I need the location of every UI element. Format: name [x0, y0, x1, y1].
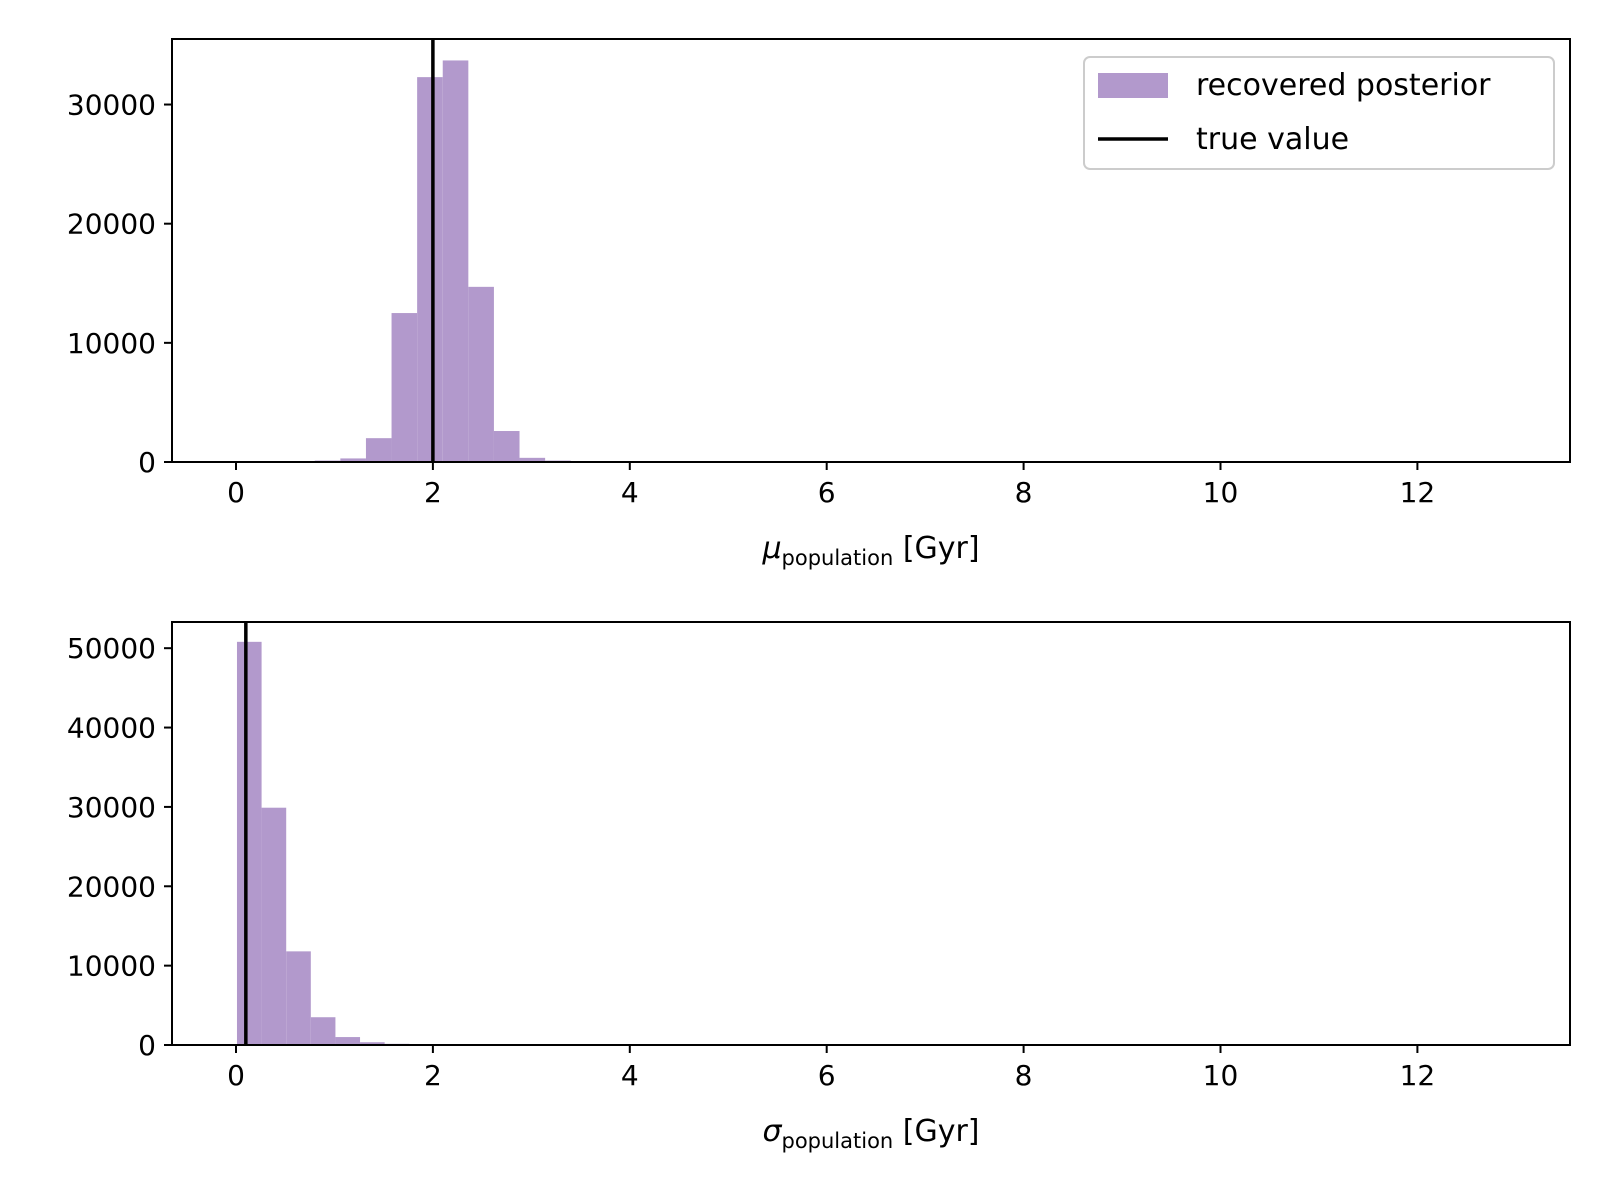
y-tick-label: 10000	[67, 950, 156, 983]
y-tick-label: 20000	[67, 870, 156, 903]
x-tick-label: 6	[818, 1059, 836, 1092]
histogram-bars	[236, 641, 434, 1045]
y-tick-label: 10000	[67, 327, 156, 360]
histogram-bar	[391, 313, 418, 462]
y-tick-label: 30000	[67, 89, 156, 122]
histogram-bar	[360, 1042, 385, 1045]
histogram-bar	[335, 1037, 361, 1045]
x-tick-label: 4	[621, 1059, 639, 1092]
x-tick-label: 4	[621, 476, 639, 509]
x-axis-label-symbol: μ	[761, 531, 781, 566]
x-tick-label: 8	[1015, 1059, 1033, 1092]
x-tick-label: 8	[1015, 476, 1033, 509]
histogram-bar	[442, 60, 469, 463]
x-axis-label: μpopulation [Gyr]	[761, 531, 979, 570]
legend-label: true value	[1196, 122, 1349, 157]
axes-frame	[171, 621, 1571, 1046]
bottom-panel: 0 2 4 6 8 10 12 0 10000 20000 30000 40000 50000 σpopu…	[67, 621, 1571, 1153]
x-axis-ticks: 0 2 4 6 8 10 12	[227, 1045, 1435, 1092]
top-panel: 0 2 4 6 8 10 12 0 10000 20000 30000 μpopulation [Gy…	[67, 38, 1571, 570]
histogram-bar	[261, 807, 287, 1045]
histogram-bars	[237, 60, 597, 463]
histogram-bar	[519, 457, 546, 462]
y-axis-ticks: 0 10000 20000 30000 40000 50000	[67, 632, 172, 1062]
x-tick-label: 10	[1203, 1059, 1239, 1092]
y-tick-label: 20000	[67, 208, 156, 241]
x-axis-label-symbol: σ	[762, 1114, 782, 1149]
x-tick-label: 12	[1400, 1059, 1436, 1092]
x-axis-label-subscript: population	[782, 546, 894, 570]
histogram-bar	[236, 641, 262, 1045]
histogram-bar	[468, 286, 494, 462]
histogram-bar	[365, 438, 392, 462]
x-tick-label: 0	[227, 1059, 245, 1092]
x-tick-label: 0	[227, 476, 245, 509]
axes-frame	[171, 38, 1571, 463]
legend: recovered posterior true value	[1083, 56, 1555, 170]
y-tick-label: 0	[138, 1029, 156, 1062]
x-axis-label-subscript: population	[781, 1129, 893, 1153]
histogram-bar	[310, 1017, 336, 1045]
y-tick-label: 30000	[67, 791, 156, 824]
histogram-bar	[493, 431, 520, 462]
histogram-bar	[286, 951, 311, 1045]
x-tick-label: 12	[1400, 476, 1436, 509]
legend-patch-swatch	[1098, 73, 1168, 98]
x-tick-label: 6	[818, 476, 836, 509]
x-axis-label: σpopulation [Gyr]	[762, 1114, 979, 1153]
x-axis-label-unit: [Gyr]	[893, 531, 979, 566]
y-tick-label: 40000	[67, 712, 156, 745]
legend-label: recovered posterior	[1196, 68, 1491, 103]
y-tick-label: 0	[138, 446, 156, 479]
histogram-bar	[340, 458, 366, 462]
x-tick-label: 2	[424, 1059, 442, 1092]
x-tick-label: 2	[424, 476, 442, 509]
x-axis-ticks: 0 2 4 6 8 10 12	[227, 462, 1435, 509]
x-tick-label: 10	[1203, 476, 1239, 509]
y-axis-ticks: 0 10000 20000 30000	[67, 89, 172, 479]
legend-frame	[1083, 56, 1555, 170]
histogram-bar	[417, 77, 443, 462]
y-tick-label: 50000	[67, 632, 156, 665]
x-axis-label-unit: [Gyr]	[893, 1114, 979, 1149]
